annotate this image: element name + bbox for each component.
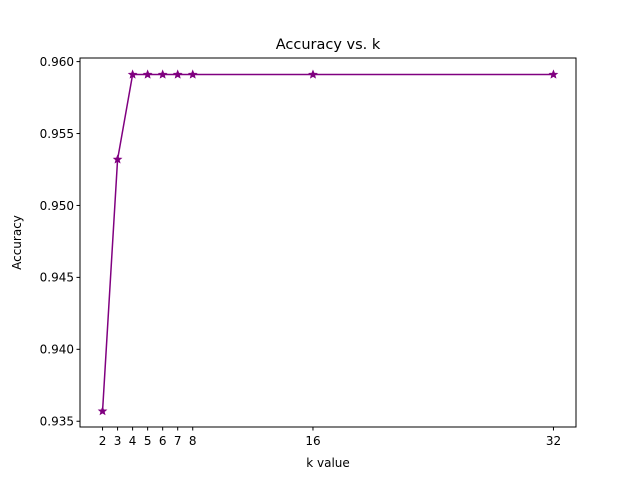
x-tick-label: 4 bbox=[129, 434, 137, 448]
x-axis-ticks: 2 3 4 5 6 7 8 16 32 bbox=[99, 427, 561, 448]
data-point-star bbox=[172, 69, 183, 79]
data-point-star bbox=[187, 69, 198, 79]
y-tick-label: 0.945 bbox=[40, 271, 74, 285]
x-tick-label: 5 bbox=[144, 434, 152, 448]
x-tick-label: 2 bbox=[99, 434, 107, 448]
y-tick-label: 0.935 bbox=[40, 415, 74, 429]
data-point-star bbox=[142, 69, 153, 79]
y-tick-label: 0.950 bbox=[40, 199, 74, 213]
data-point-star bbox=[127, 69, 138, 79]
plot-background bbox=[80, 58, 576, 427]
x-tick-label: 3 bbox=[114, 434, 122, 448]
series-markers bbox=[97, 69, 559, 416]
x-tick-label: 6 bbox=[159, 434, 167, 448]
data-point-star bbox=[112, 154, 123, 164]
y-tick-label: 0.955 bbox=[40, 127, 74, 141]
y-tick-label: 0.940 bbox=[40, 343, 74, 357]
x-axis-label: k value bbox=[306, 456, 350, 470]
data-point-star bbox=[157, 69, 168, 79]
x-tick-label: 8 bbox=[189, 434, 197, 448]
data-point-star bbox=[97, 406, 108, 416]
plot-frame bbox=[79, 57, 577, 428]
plot-area: 0.935 0.940 0.945 0.950 0.955 0.960 2 3 4 5 6 7 8 16… bbox=[40, 55, 577, 448]
y-axis-ticks: 0.935 0.940 0.945 0.950 0.955 0.960 bbox=[40, 55, 80, 429]
y-axis-label: Accuracy bbox=[10, 215, 24, 270]
x-tick-label: 7 bbox=[174, 434, 182, 448]
x-tick-label: 32 bbox=[546, 434, 561, 448]
data-point-star bbox=[548, 69, 559, 79]
x-tick-label: 16 bbox=[305, 434, 320, 448]
data-point-star bbox=[308, 69, 318, 79]
y-tick-label: 0.960 bbox=[40, 55, 74, 69]
chart-title: Accuracy vs. k bbox=[276, 37, 381, 53]
